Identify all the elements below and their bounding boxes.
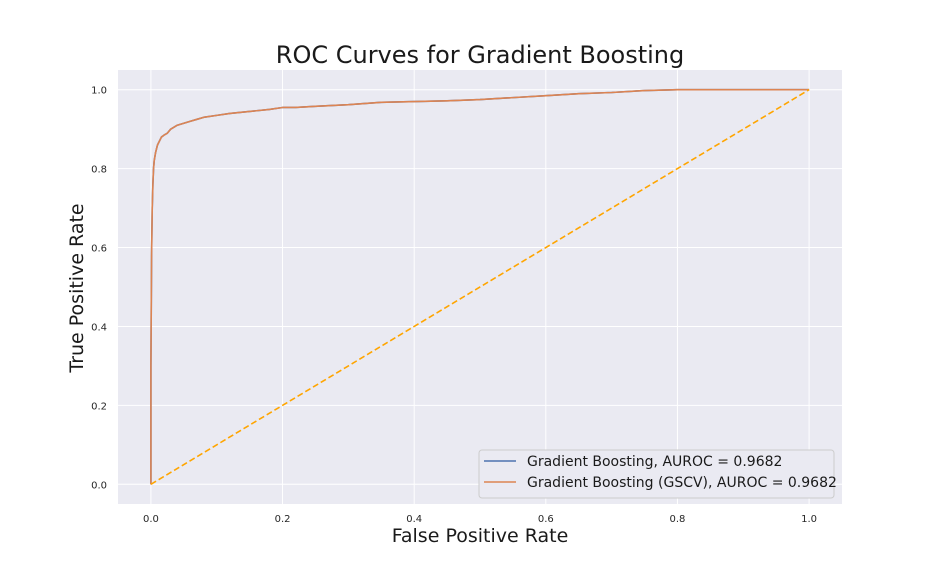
legend: Gradient Boosting, AUROC = 0.9682 Gradie… <box>478 449 837 499</box>
tick-labels: 0.0 0.2 0.4 0.6 0.8 1.0 0.0 0.2 0.4 0.6 0.8 1.0 <box>91 86 817 525</box>
x-tick-label: 0.6 <box>538 514 554 525</box>
y-tick-label: 1.0 <box>91 86 107 97</box>
legend-label-gradient-boosting: Gradient Boosting, AUROC = 0.9682 <box>527 454 782 470</box>
y-tick-label: 0.6 <box>91 244 107 255</box>
x-axis-label: False Positive Rate <box>392 525 569 547</box>
chance-diagonal-line <box>150 89 810 485</box>
y-tick-label: 0.0 <box>91 480 107 491</box>
x-tick-label: 1.0 <box>801 514 817 525</box>
series-lines <box>150 88 810 485</box>
y-tick-label: 0.2 <box>91 401 107 412</box>
x-tick-label: 0.8 <box>670 514 686 525</box>
y-tick-label: 0.8 <box>91 165 107 176</box>
legend-label-gradient-boosting-gscv: Gradient Boosting (GSCV), AUROC = 0.9682 <box>527 475 837 491</box>
legend-box <box>478 449 835 499</box>
y-axis-label: True Positive Rate <box>66 203 88 373</box>
x-tick-label: 0.4 <box>406 514 422 525</box>
roc-line-gradient-boosting-gscv <box>150 88 810 485</box>
y-tick-label: 0.4 <box>91 322 107 333</box>
x-tick-label: 0.0 <box>143 514 159 525</box>
chart-title: ROC Curves for Gradient Boosting <box>276 41 684 69</box>
x-tick-label: 0.2 <box>275 514 291 525</box>
